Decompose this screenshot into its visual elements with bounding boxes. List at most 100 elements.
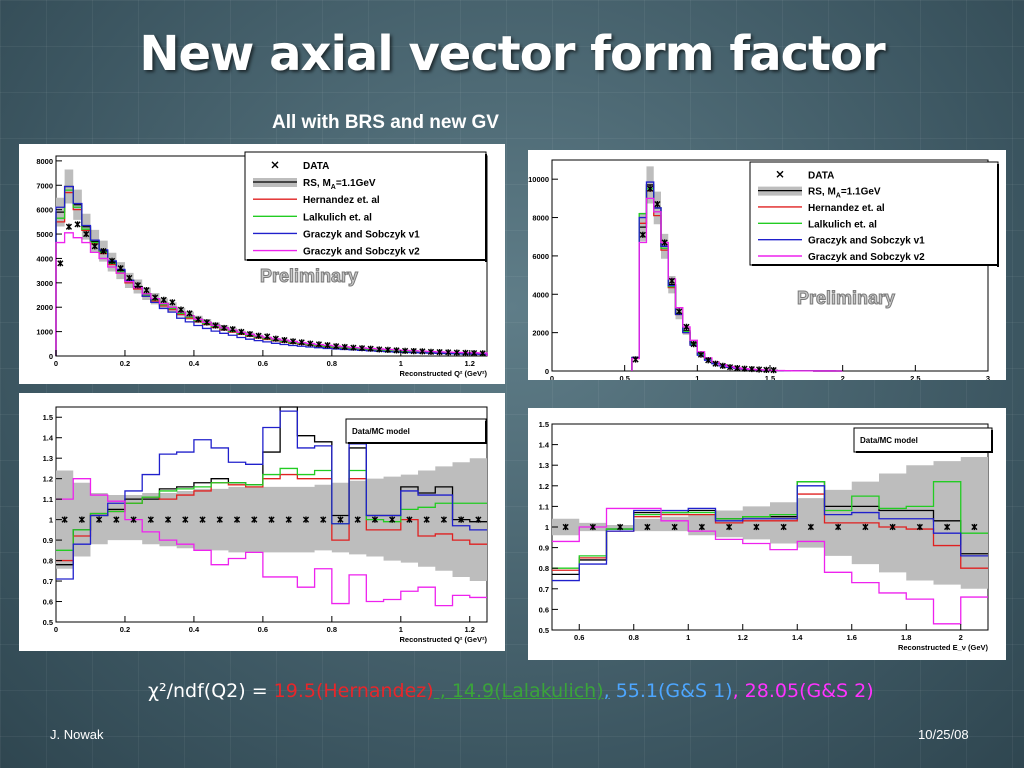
data-point bbox=[203, 319, 210, 326]
data-point bbox=[770, 367, 777, 374]
x-tick-label: 1 bbox=[686, 633, 690, 642]
y-tick-label: 1.5 bbox=[539, 420, 549, 429]
data-point bbox=[255, 332, 262, 339]
data-point bbox=[402, 347, 409, 354]
y-tick-label: 6000 bbox=[36, 206, 53, 215]
data-point bbox=[371, 516, 379, 523]
y-tick-label: 0.9 bbox=[539, 544, 549, 553]
legend-label-0: Hernandez et. al bbox=[303, 195, 380, 206]
data-point bbox=[281, 337, 288, 344]
data-point bbox=[83, 230, 90, 238]
data-point bbox=[862, 523, 869, 531]
data-point bbox=[350, 344, 357, 351]
legend-rs-subscript: A bbox=[836, 193, 841, 200]
y-tick-label: 0 bbox=[545, 367, 549, 376]
data-point bbox=[376, 346, 383, 353]
y-tick-label: 0.9 bbox=[43, 536, 53, 545]
data-point bbox=[212, 322, 219, 329]
x-tick-label: 0.4 bbox=[189, 625, 200, 634]
y-tick-label: 0.5 bbox=[43, 618, 53, 627]
data-point bbox=[705, 357, 712, 364]
x-tick-label: 1.6 bbox=[847, 633, 857, 642]
legend-rs-label: RS, MA=1.1GeV bbox=[808, 187, 881, 200]
y-tick-label: 1.2 bbox=[43, 475, 53, 484]
data-point bbox=[307, 340, 314, 347]
data-point bbox=[671, 523, 678, 531]
legend-label-1: Lalkulich et. al bbox=[808, 219, 877, 230]
y-tick-label: 0.6 bbox=[539, 605, 549, 614]
chi2-value-4: 55.1(G&S 1) bbox=[609, 680, 733, 702]
data-point bbox=[220, 324, 228, 332]
data-point bbox=[264, 333, 271, 340]
legend-label-3: Graczyk and Sobczyk v2 bbox=[808, 252, 925, 263]
data-point bbox=[753, 523, 760, 531]
data-point bbox=[644, 523, 651, 531]
data-point bbox=[423, 516, 430, 523]
data-point bbox=[389, 516, 396, 523]
data-point bbox=[889, 523, 896, 531]
data-point bbox=[216, 516, 223, 523]
data-point bbox=[78, 516, 85, 523]
x-axis-label: Reconstructed E_ν (GeV) bbox=[898, 643, 989, 652]
data-point bbox=[100, 248, 107, 255]
slide-title: New axial vector form factor bbox=[139, 26, 885, 82]
x-tick-label: 1.2 bbox=[738, 633, 748, 642]
x-axis-label: Reconstructed Q² (GeV²) bbox=[399, 369, 487, 378]
enu-distribution-chart: 0 0.5 1 1.5 2 2.5 3 0 2000 4000 6000 8000 10000 DATA R… bbox=[528, 159, 999, 380]
legend-rs-tail: =1.1GeV bbox=[841, 187, 881, 198]
x-tick-label: 0.6 bbox=[258, 625, 268, 634]
y-tick-label: 0 bbox=[49, 352, 53, 361]
x-tick-label: 2 bbox=[959, 633, 963, 642]
x-tick-label: 0.6 bbox=[574, 633, 584, 642]
data-point bbox=[445, 349, 452, 356]
data-point bbox=[419, 348, 426, 355]
x-tick-label: 1.2 bbox=[465, 359, 475, 368]
data-point bbox=[134, 282, 141, 289]
x-tick-label: 0 bbox=[54, 359, 58, 368]
data-point bbox=[289, 338, 297, 345]
data-point bbox=[61, 516, 68, 523]
y-tick-label: 1.3 bbox=[539, 461, 549, 470]
chi2-value-6: 28.05(G&S 2) bbox=[744, 680, 874, 702]
y-tick-label: 4000 bbox=[532, 290, 549, 299]
x-tick-label: 0.2 bbox=[120, 625, 130, 634]
data-point bbox=[589, 523, 596, 531]
data-point bbox=[697, 351, 705, 358]
data-point bbox=[229, 326, 236, 333]
x-tick-label: 1 bbox=[695, 374, 699, 380]
data-point bbox=[302, 516, 310, 523]
y-tick-label: 1.5 bbox=[43, 413, 53, 422]
data-point bbox=[285, 516, 292, 523]
x-tick-label: 2.5 bbox=[910, 374, 920, 380]
legend-data-marker bbox=[271, 161, 279, 169]
y-tick-label: 7000 bbox=[36, 181, 53, 190]
legend-box bbox=[749, 161, 999, 266]
x-tick-label: 1 bbox=[399, 625, 403, 634]
data-point bbox=[726, 523, 733, 531]
legend-box bbox=[244, 151, 487, 261]
y-tick-label: 0.8 bbox=[539, 564, 549, 573]
chi2-value-2: 14.9(Lalakulich) bbox=[445, 680, 604, 702]
chi2-prefix: χ²/ndf(Q2) = bbox=[148, 680, 274, 702]
series-4-line bbox=[552, 507, 988, 625]
data-point bbox=[91, 243, 98, 250]
x-tick-label: 0.6 bbox=[258, 359, 268, 368]
data-point bbox=[698, 523, 705, 531]
ratio-legend-label: Data/MC model bbox=[352, 427, 410, 436]
data-point bbox=[835, 523, 842, 531]
data-point bbox=[108, 257, 116, 264]
slide-subtitle: All with BRS and new GV bbox=[272, 112, 499, 133]
y-tick-label: 1 bbox=[545, 523, 549, 532]
data-point bbox=[668, 277, 675, 284]
x-tick-label: 1.5 bbox=[765, 374, 775, 380]
data-point bbox=[177, 306, 185, 313]
y-tick-label: 1 bbox=[49, 516, 53, 525]
data-point bbox=[272, 335, 279, 342]
footer-date: 10/25/08 bbox=[918, 727, 969, 742]
preliminary-label: Preliminary bbox=[260, 266, 358, 286]
data-point bbox=[393, 347, 400, 354]
series-3-line bbox=[56, 410, 487, 580]
data-point bbox=[479, 350, 486, 357]
y-tick-label: 4000 bbox=[36, 254, 53, 263]
data-point bbox=[143, 287, 150, 294]
